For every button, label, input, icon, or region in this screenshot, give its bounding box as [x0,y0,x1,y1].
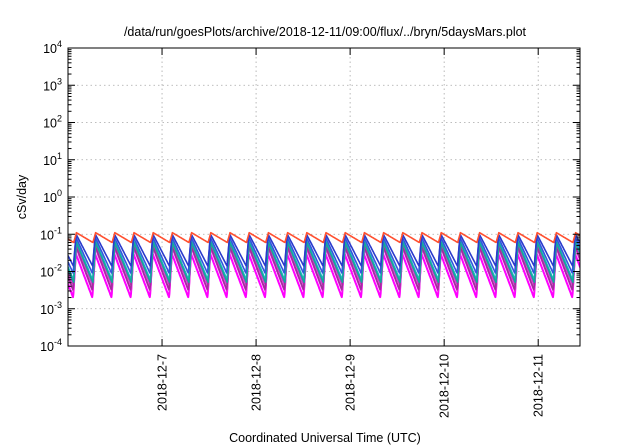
series-line [68,231,580,244]
x-axis-label: Coordinated Universal Time (UTC) [229,431,421,445]
y-tick-exponent: 1 [57,151,62,161]
y-tick-label: 102 [43,114,62,131]
x-tick-label: 2018-12-11 [532,354,546,417]
y-tick-exponent: 0 [57,188,62,198]
x-tick-label: 2018-12-9 [344,354,358,411]
y-tick-label: 100 [43,188,62,205]
x-tick-label: 2018-12-10 [438,354,452,418]
x-tick-label: 2018-12-8 [250,354,264,411]
x-tick-label: 2018-12-7 [156,354,170,411]
y-tick-exponent: -4 [54,337,62,347]
y-tick-base: 10 [40,266,54,280]
x-axis: 2018-12-7 2018-12-8 2018-12-9 2018-12-10 201… [156,48,546,418]
y-tick-exponent: 4 [57,39,62,49]
y-tick-label: 10-3 [40,300,62,317]
y-axis-label: cSv/day [15,174,29,219]
y-tick-base: 10 [43,79,57,93]
y-tick-label: 101 [43,151,62,168]
y-tick-label: 104 [43,39,62,56]
y-tick-exponent: -1 [54,225,62,235]
y-tick-label: 10-2 [40,263,62,280]
grid-lines [68,48,580,346]
y-tick-base: 10 [40,303,54,317]
y-tick-exponent: -3 [54,300,62,310]
y-tick-label: 10-4 [40,337,62,354]
y-tick-exponent: 2 [57,114,62,124]
y-tick-base: 10 [40,340,54,354]
series-line [68,241,580,284]
y-tick-base: 10 [43,154,57,168]
y-tick-exponent: 3 [57,76,62,86]
y-tick-base: 10 [43,42,57,56]
y-tick-base: 10 [43,191,57,205]
chart-title: /data/run/goesPlots/archive/2018-12-11/0… [124,25,527,39]
y-tick-base: 10 [40,228,54,242]
y-tick-exponent: -2 [54,263,62,273]
y-tick-base: 10 [43,117,57,131]
y-tick-label: 10-1 [40,225,62,242]
y-tick-label: 103 [43,76,62,93]
series-layer [68,231,580,299]
